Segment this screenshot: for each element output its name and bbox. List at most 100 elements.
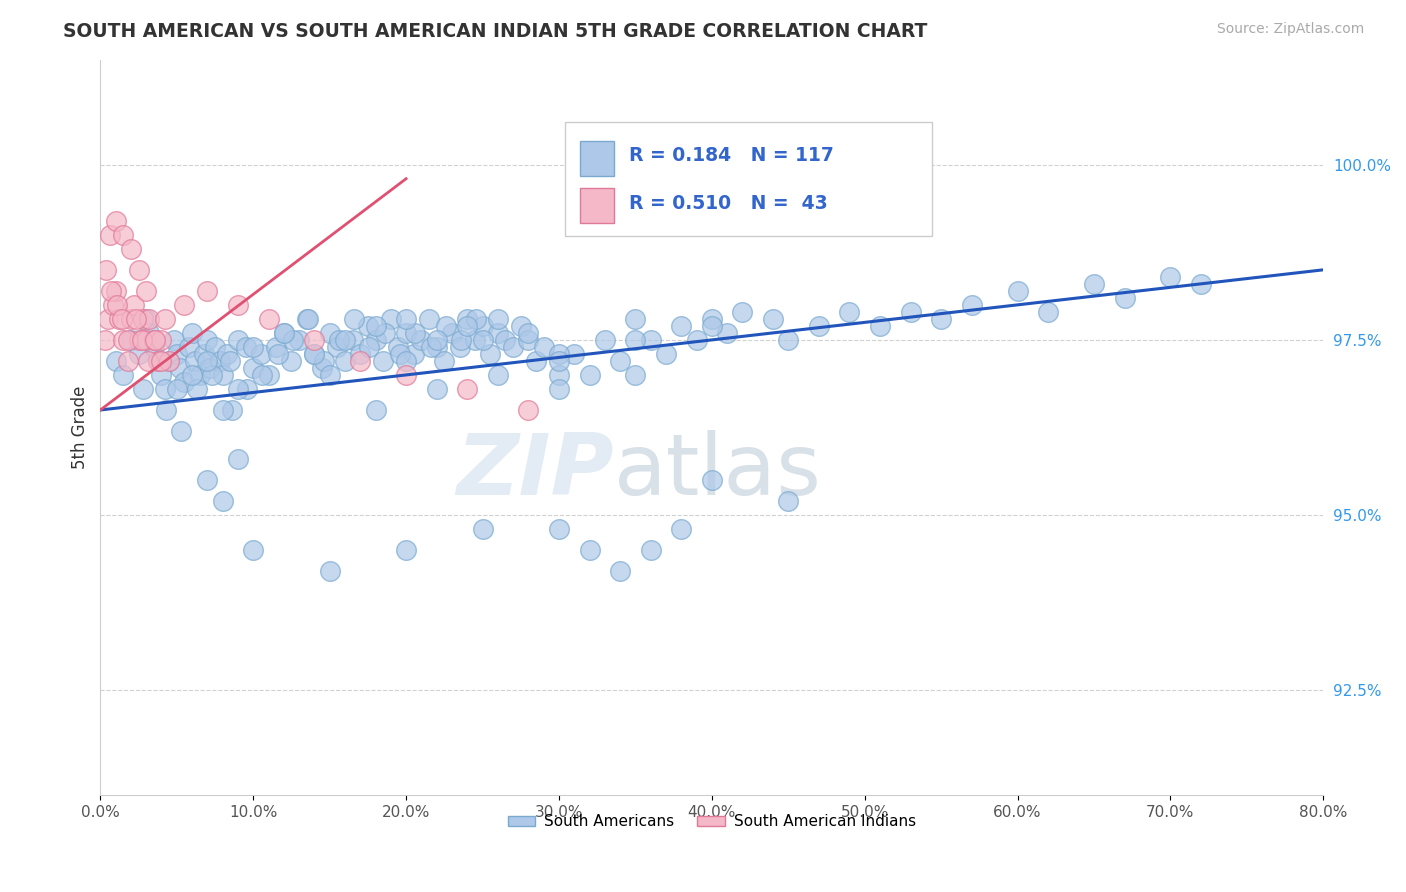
Point (148, 354, 170, 368)
Point (548, 354, 571, 368)
Point (295, 311, 318, 326)
Point (120, 311, 142, 326)
Point (364, 403, 387, 417)
Point (200, 360, 222, 375)
Point (471, 318, 494, 333)
Point (112, 227, 135, 242)
Point (517, 333, 540, 347)
Point (700, 473, 723, 487)
Point (157, 354, 180, 368)
Point (173, 375, 195, 389)
Point (120, 333, 142, 347)
Point (1083, 277, 1105, 291)
Point (142, 333, 165, 347)
Point (150, 333, 173, 347)
Point (433, 354, 456, 368)
Point (456, 311, 478, 326)
Point (304, 347, 326, 361)
Text: SOUTH AMERICAN VS SOUTH AMERICAN INDIAN 5TH GRADE CORRELATION CHART: SOUTH AMERICAN VS SOUTH AMERICAN INDIAN … (63, 22, 928, 41)
Point (395, 543, 418, 558)
Legend: South Americans, South American Indians: South Americans, South American Indians (502, 808, 922, 836)
Point (716, 326, 738, 340)
Point (402, 347, 425, 361)
Point (671, 318, 693, 333)
Point (456, 318, 478, 333)
Point (128, 262, 150, 277)
Point (304, 347, 326, 361)
Point (226, 452, 249, 467)
Point (807, 318, 830, 333)
Point (494, 333, 516, 347)
Point (166, 382, 188, 396)
Point (388, 347, 411, 361)
Point (900, 305, 922, 319)
Point (97, 311, 120, 326)
Point (479, 347, 502, 361)
Point (609, 564, 631, 578)
Point (456, 382, 478, 396)
Point (1114, 291, 1136, 305)
Point (328, 333, 350, 347)
Point (104, 214, 127, 228)
Point (235, 340, 257, 354)
Point (111, 311, 134, 326)
Point (404, 326, 426, 340)
Point (349, 347, 371, 361)
Point (380, 311, 402, 326)
Point (104, 354, 127, 368)
Point (533, 340, 555, 354)
Point (364, 318, 387, 333)
Point (578, 543, 600, 558)
Point (138, 326, 160, 340)
Point (502, 340, 524, 354)
Point (142, 340, 165, 354)
Point (264, 340, 287, 354)
Point (226, 333, 249, 347)
Point (105, 298, 128, 312)
Point (578, 368, 600, 382)
Point (135, 311, 157, 326)
Point (257, 368, 280, 382)
Point (1189, 277, 1212, 291)
Point (201, 368, 224, 382)
Point (434, 318, 457, 333)
Point (195, 354, 218, 368)
Point (157, 354, 180, 368)
Point (509, 318, 531, 333)
Point (297, 311, 319, 326)
Point (486, 311, 509, 326)
Point (136, 354, 159, 368)
FancyBboxPatch shape (565, 122, 932, 236)
Point (177, 340, 200, 354)
Point (153, 311, 176, 326)
Point (124, 311, 146, 326)
Point (395, 368, 418, 382)
Point (387, 340, 409, 354)
Point (838, 305, 860, 319)
Point (471, 333, 494, 347)
Point (524, 354, 547, 368)
Point (426, 340, 449, 354)
Point (373, 354, 395, 368)
Point (186, 382, 208, 396)
FancyBboxPatch shape (579, 187, 614, 223)
Point (273, 326, 295, 340)
Point (188, 368, 211, 382)
Point (193, 347, 215, 361)
Text: R = 0.510   N =  43: R = 0.510 N = 43 (628, 194, 827, 212)
Point (671, 522, 693, 536)
Point (173, 298, 195, 312)
Point (655, 347, 678, 361)
Point (280, 354, 302, 368)
Point (1036, 305, 1059, 319)
Point (731, 305, 754, 319)
Point (343, 311, 366, 326)
Point (120, 242, 142, 256)
Point (471, 522, 494, 536)
Point (169, 360, 191, 375)
Point (281, 333, 304, 347)
Point (395, 311, 418, 326)
Point (250, 347, 273, 361)
Point (395, 354, 418, 368)
Point (465, 311, 488, 326)
